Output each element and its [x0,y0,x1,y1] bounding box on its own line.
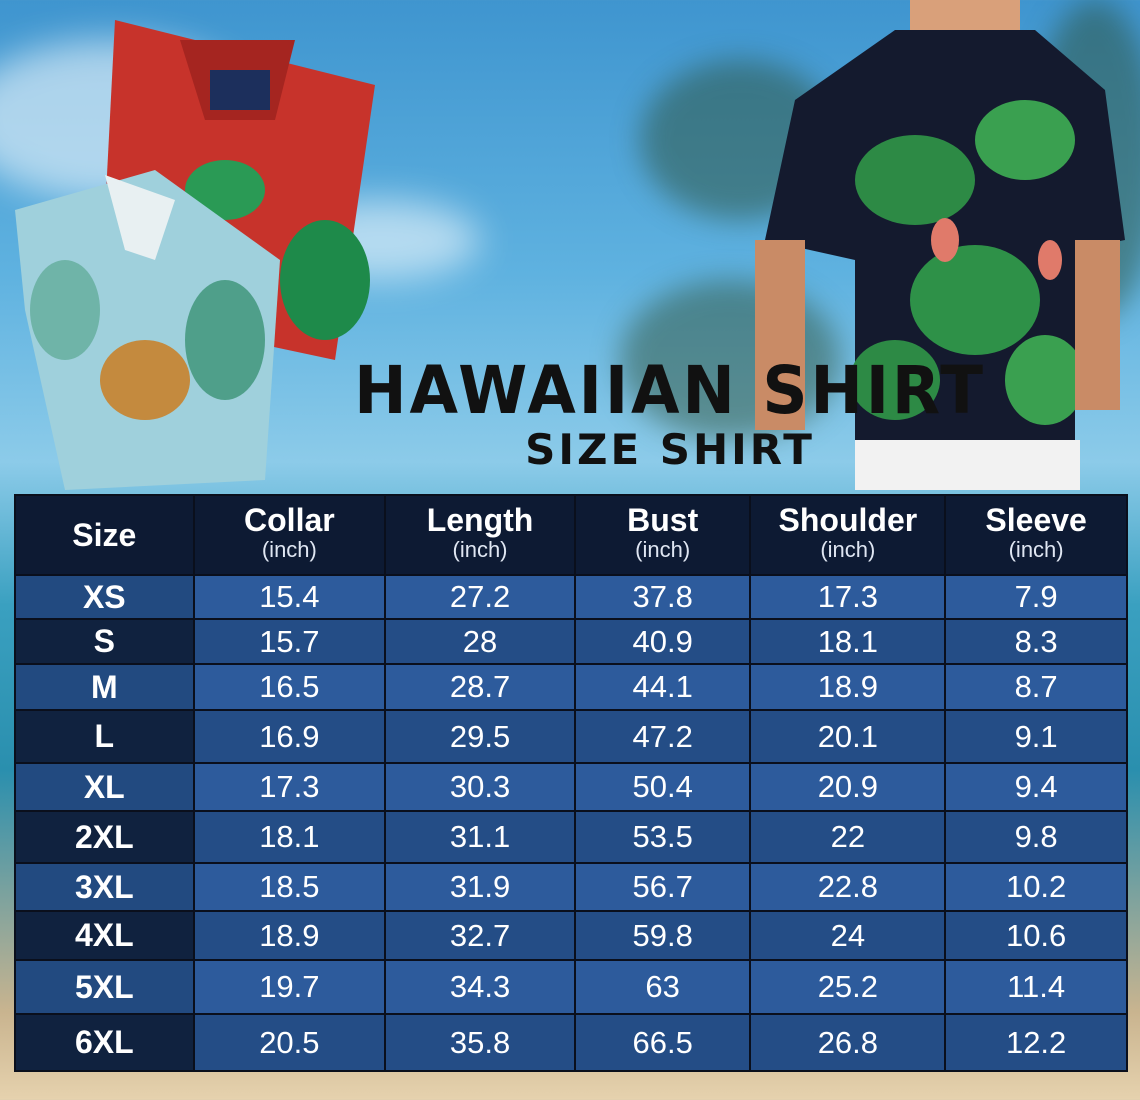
value-cell: 31.9 [384,862,576,912]
value-cell: 53.5 [573,810,752,864]
value-cell: 18.1 [192,810,387,864]
table-row: L 16.9 29.5 47.2 20.1 9.1 [14,709,1128,764]
table-row: 4XL 18.9 32.7 59.8 24 10.6 [14,910,1128,961]
size-cell: 2XL [14,810,195,864]
value-cell: 28.7 [384,663,576,711]
value-cell: 16.9 [192,709,387,764]
value-cell: 18.9 [749,663,947,711]
column-unit: (inch) [635,537,691,562]
table-row: XS 15.4 27.2 37.8 17.3 7.9 [14,574,1128,620]
value-cell: 15.7 [192,618,387,665]
column-header-bust: Bust (inch) [573,494,752,576]
table-row: 5XL 19.7 34.3 63 25.2 11.4 [14,959,1128,1015]
value-cell: 8.7 [944,663,1128,711]
value-cell: 20.1 [749,709,947,764]
model-wearing-shirt-image [755,0,1125,490]
value-cell: 12.2 [944,1013,1128,1072]
value-cell: 8.3 [944,618,1128,665]
value-cell: 37.8 [573,574,752,620]
value-cell: 18.9 [192,910,387,961]
value-cell: 63 [573,959,752,1015]
table-row: 2XL 18.1 31.1 53.5 22 9.8 [14,810,1128,864]
value-cell: 27.2 [384,574,576,620]
value-cell: 50.4 [573,762,752,812]
value-cell: 66.5 [573,1013,752,1072]
column-label: Sleeve [985,502,1087,538]
column-unit: (inch) [452,537,508,562]
size-cell: S [14,618,195,665]
value-cell: 7.9 [944,574,1128,620]
table-row: 6XL 20.5 35.8 66.5 26.8 12.2 [14,1013,1128,1072]
value-cell: 28 [384,618,576,665]
value-cell: 11.4 [944,959,1128,1015]
value-cell: 9.8 [944,810,1128,864]
value-cell: 34.3 [384,959,576,1015]
table-row: M 16.5 28.7 44.1 18.9 8.7 [14,663,1128,711]
size-cell: 3XL [14,862,195,912]
value-cell: 30.3 [384,762,576,812]
value-cell: 24 [749,910,947,961]
column-header-sleeve: Sleeve (inch) [944,494,1128,576]
value-cell: 25.2 [749,959,947,1015]
column-header-collar: Collar (inch) [192,494,387,576]
column-label: Size [72,517,137,553]
value-cell: 19.7 [192,959,387,1015]
column-label: Collar [244,502,335,538]
page-subtitle: SIZE SHIRT [525,425,815,474]
size-cell: XL [14,762,195,812]
value-cell: 18.1 [749,618,947,665]
value-cell: 9.4 [944,762,1128,812]
value-cell: 17.3 [749,574,947,620]
size-cell: 4XL [14,910,195,961]
value-cell: 17.3 [192,762,387,812]
value-cell: 59.8 [573,910,752,961]
table-header-row: Size Collar (inch) Length (inch) Bust (inch) Sh… [14,494,1128,576]
size-cell: L [14,709,195,764]
column-header-length: Length (inch) [384,494,576,576]
value-cell: 47.2 [573,709,752,764]
column-header-shoulder: Shoulder (inch) [749,494,947,576]
size-chart-table: Size Collar (inch) Length (inch) Bust (inch) Sh… [14,494,1128,1072]
column-unit: (inch) [820,537,876,562]
value-cell: 29.5 [384,709,576,764]
value-cell: 35.8 [384,1013,576,1072]
column-label: Length [426,502,534,538]
size-cell: XS [14,574,195,620]
value-cell: 56.7 [573,862,752,912]
column-header-size: Size [14,494,195,576]
page-title: HAWAIIAN SHIRT [354,352,986,429]
value-cell: 16.5 [192,663,387,711]
value-cell: 26.8 [749,1013,947,1072]
value-cell: 20.5 [192,1013,387,1072]
value-cell: 22 [749,810,947,864]
table-row: XL 17.3 30.3 50.4 20.9 9.4 [14,762,1128,812]
column-label: Shoulder [778,502,918,538]
size-cell: 5XL [14,959,195,1015]
column-label: Bust [627,502,699,538]
value-cell: 15.4 [192,574,387,620]
table-row: S 15.7 28 40.9 18.1 8.3 [14,618,1128,665]
value-cell: 20.9 [749,762,947,812]
value-cell: 32.7 [384,910,576,961]
value-cell: 22.8 [749,862,947,912]
value-cell: 10.6 [944,910,1128,961]
folded-shirts-image [15,20,375,490]
size-cell: M [14,663,195,711]
value-cell: 44.1 [573,663,752,711]
value-cell: 10.2 [944,862,1128,912]
value-cell: 40.9 [573,618,752,665]
size-cell: 6XL [14,1013,195,1072]
value-cell: 31.1 [384,810,576,864]
column-unit: (inch) [261,537,317,562]
column-unit: (inch) [1008,537,1064,562]
value-cell: 18.5 [192,862,387,912]
table-row: 3XL 18.5 31.9 56.7 22.8 10.2 [14,862,1128,912]
value-cell: 9.1 [944,709,1128,764]
